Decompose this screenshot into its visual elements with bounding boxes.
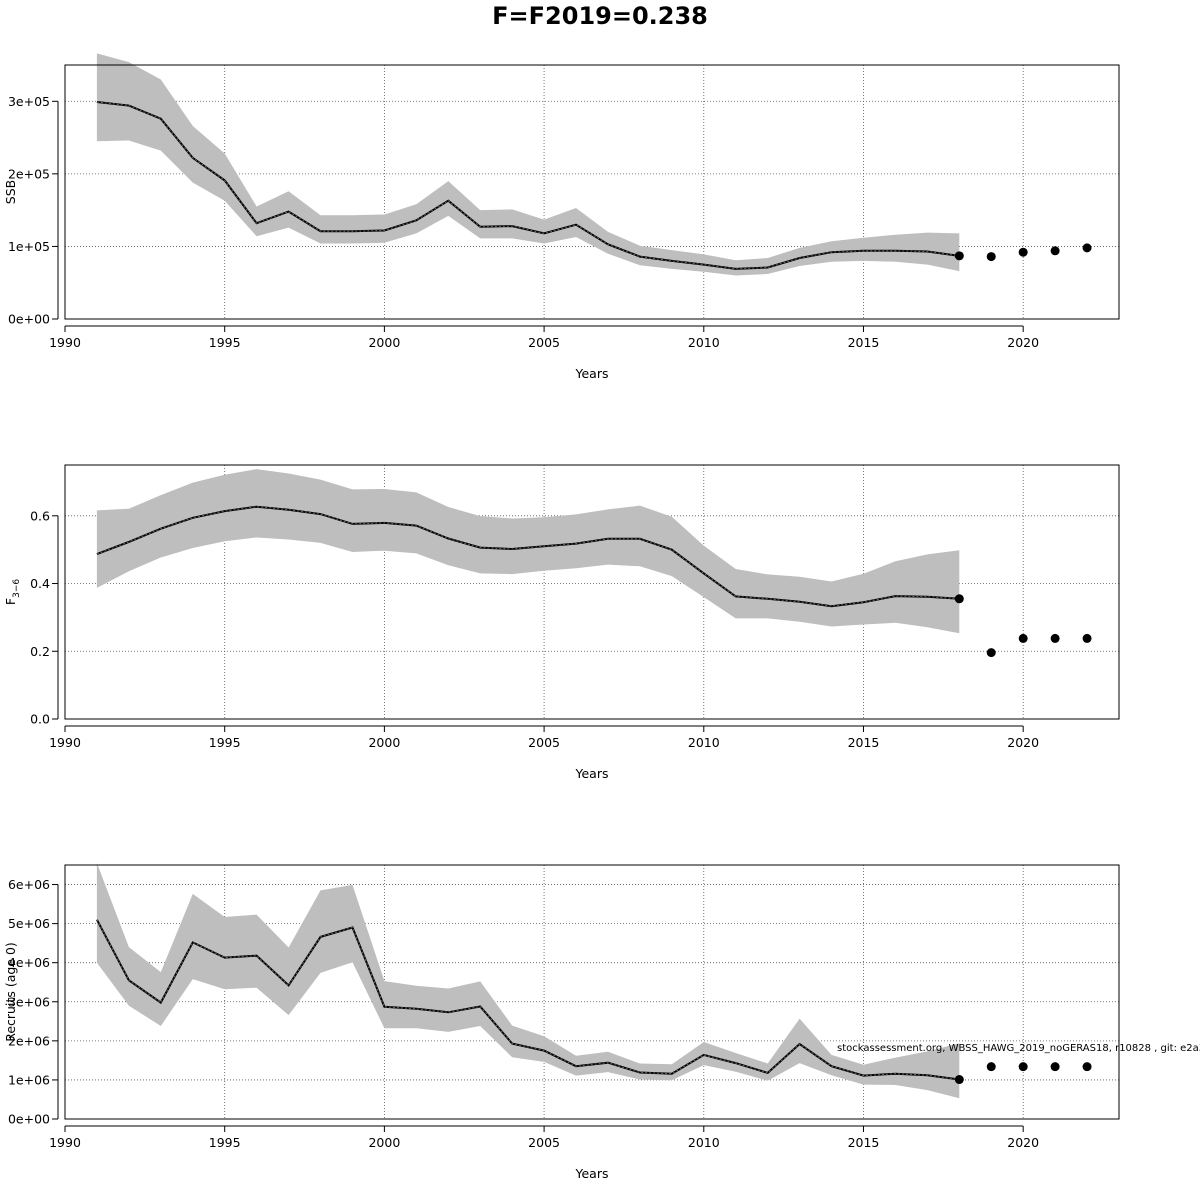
y-axis-label: F3−6 <box>3 579 22 605</box>
projection-point <box>1082 633 1092 643</box>
panel-1: 1990 1995 2000 2005 2010 2015 2020 Years 0e+00 1e… <box>3 53 1120 381</box>
chart-title: F=F2019=0.238 <box>492 2 708 30</box>
x-tick-label: 2020 <box>1007 1135 1039 1150</box>
projection-point <box>1050 633 1060 643</box>
projection-point <box>1018 633 1028 643</box>
y-tick-label: 1e+05 <box>8 239 50 254</box>
projection-point <box>1018 247 1028 257</box>
x-tick-label: 2010 <box>688 735 720 750</box>
y-tick-label: 5e+06 <box>8 916 50 931</box>
projection-point <box>1082 1062 1092 1072</box>
projection-point <box>986 1062 996 1072</box>
x-tick-label: 2015 <box>848 1135 880 1150</box>
x-tick-label: 1990 <box>49 335 81 350</box>
y-axis-label: SSB <box>3 180 18 204</box>
x-axis-label: Years <box>575 1166 609 1181</box>
estimate-line-dashes <box>96 506 960 607</box>
y-tick-label: 2e+05 <box>8 166 50 181</box>
confidence-band <box>96 863 960 1099</box>
projection-point <box>1018 1062 1028 1072</box>
panel-3: 1990 1995 2000 2005 2010 2015 2020 Years 0e+00 1e… <box>3 863 1120 1181</box>
x-axis-label: Years <box>575 366 609 381</box>
x-tick-label: 1990 <box>49 735 81 750</box>
y-tick-label: 0.2 <box>30 644 50 659</box>
y-tick-label: 0e+00 <box>8 1112 50 1127</box>
x-tick-label: 2000 <box>368 735 400 750</box>
x-tick-label: 1995 <box>209 335 241 350</box>
y-tick-label: 4e+06 <box>8 955 50 970</box>
x-tick-label: 2005 <box>528 335 560 350</box>
x-tick-label: 2005 <box>528 1135 560 1150</box>
plot-frame <box>64 464 1120 720</box>
projection-point <box>954 594 964 604</box>
x-axis-label: Years <box>575 766 609 781</box>
plot-frame <box>64 864 1120 1120</box>
x-tick-label: 2020 <box>1007 735 1039 750</box>
y-tick-label: 0e+00 <box>8 312 50 327</box>
y-tick-label: 6e+06 <box>8 877 50 892</box>
y-tick-label: 0.6 <box>30 508 50 523</box>
y-tick-label: 0.0 <box>30 712 50 727</box>
estimate-line-dashes <box>96 919 960 1080</box>
x-tick-label: 2010 <box>688 1135 720 1150</box>
projection-point <box>1050 246 1060 256</box>
estimate-line-dashes <box>96 101 960 270</box>
x-tick-label: 1990 <box>49 1135 81 1150</box>
y-tick-label: 3e+05 <box>8 94 50 109</box>
y-tick-label: 0.4 <box>30 576 50 591</box>
plot-frame <box>64 64 1120 320</box>
x-tick-label: 2000 <box>368 335 400 350</box>
projection-point <box>986 252 996 262</box>
x-tick-label: 2015 <box>848 735 880 750</box>
confidence-band <box>96 53 960 276</box>
projection-point <box>1050 1062 1060 1072</box>
projection-point <box>986 648 996 658</box>
panels: 1990 1995 2000 2005 2010 2015 2020 Years 0e+00 1e… <box>3 53 1120 1181</box>
x-tick-label: 2005 <box>528 735 560 750</box>
x-tick-label: 2010 <box>688 335 720 350</box>
footnote: stockassessment.org, WBSS_HAWG_2019_noGE… <box>837 1043 1200 1054</box>
y-tick-label: 2e+06 <box>8 1033 50 1048</box>
y-tick-label: 1e+06 <box>8 1072 50 1087</box>
projection-point <box>1082 243 1092 253</box>
x-tick-label: 1995 <box>209 1135 241 1150</box>
x-tick-label: 2020 <box>1007 335 1039 350</box>
projection-point <box>954 251 964 261</box>
x-tick-label: 1995 <box>209 735 241 750</box>
panel-2: 1990 1995 2000 2005 2010 2015 2020 Years 0.0 0.2 0… <box>3 464 1120 781</box>
x-tick-label: 2000 <box>368 1135 400 1150</box>
projection-point <box>954 1075 964 1085</box>
y-axis-label: Recruits (age 0) <box>3 942 18 1042</box>
y-axis-label-subscript: 3−6 <box>12 579 22 598</box>
y-tick-label: 3e+06 <box>8 994 50 1009</box>
x-tick-label: 2015 <box>848 335 880 350</box>
confidence-band <box>96 469 960 634</box>
